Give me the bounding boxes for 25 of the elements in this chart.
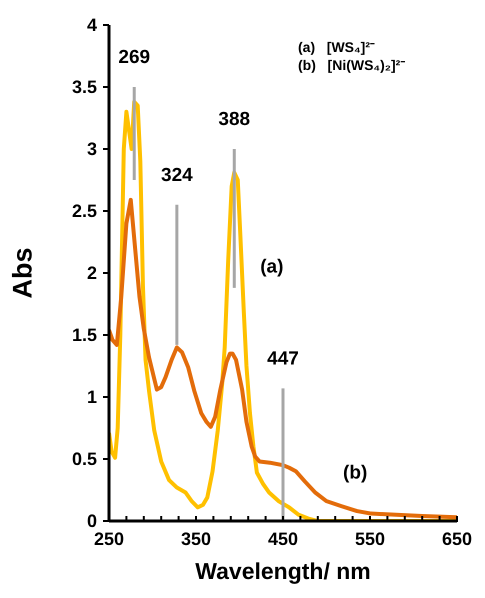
- x-tick-label: 350: [180, 529, 212, 549]
- y-tick-label: 2: [86, 263, 97, 283]
- y-tick-label: 1: [86, 387, 97, 407]
- y-axis-title: Abs: [8, 247, 38, 299]
- annotation: (a) [WS₄]²⁻: [298, 38, 376, 56]
- series-label: 447: [267, 348, 299, 370]
- y-tick-label: 0.5: [72, 449, 97, 469]
- y-tick-label: 2.5: [72, 201, 97, 221]
- y-tick-label: 4: [86, 15, 97, 35]
- series-label: 269: [118, 47, 150, 68]
- annotation: (b) [Ni(WS₄)₂]²⁻: [298, 56, 406, 74]
- y-tick-label: 1.5: [72, 325, 97, 345]
- series-label: (b): [343, 462, 368, 484]
- y-tick-label: 3: [86, 139, 97, 159]
- series-label: (a): [260, 256, 284, 278]
- x-tick-label: 550: [354, 529, 386, 549]
- y-tick-label: 3.5: [72, 77, 97, 97]
- x-tick-label: 450: [268, 529, 298, 549]
- x-axis-title: Wavelength/ nm: [195, 558, 371, 584]
- series-label: 388: [218, 109, 250, 130]
- x-tick-label: 650: [442, 529, 472, 549]
- x-tick-label: 250: [94, 529, 124, 549]
- series-label: 324: [161, 164, 194, 186]
- line-series: [109, 198, 457, 520]
- y-tick-label: 0: [86, 511, 97, 531]
